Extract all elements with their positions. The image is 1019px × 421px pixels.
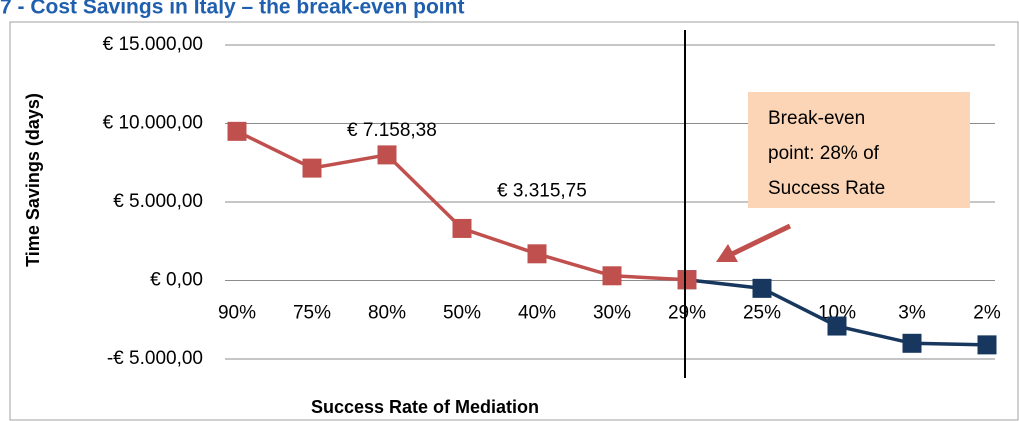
- x-axis-title: Success Rate of Mediation: [311, 397, 539, 417]
- y-axis-title: Time Savings (days): [23, 93, 43, 267]
- annotation-box: [748, 92, 970, 208]
- x-tick-label: 2%: [973, 303, 1001, 324]
- y-tick-label: € 10.000,00: [103, 113, 203, 134]
- x-tick-label: 30%: [593, 303, 631, 324]
- marker: [227, 121, 247, 141]
- marker: [902, 333, 922, 353]
- marker: [452, 218, 472, 238]
- chart-title: 7 - Cost Savings in Italy – the break-ev…: [0, 0, 464, 19]
- x-tick-label: 75%: [293, 303, 331, 324]
- x-tick-label: 29%: [668, 303, 706, 324]
- marker: [602, 266, 622, 286]
- x-tick-label: 3%: [898, 303, 926, 324]
- marker: [977, 335, 997, 355]
- annotation-line: point: 28% of: [768, 143, 880, 164]
- annotation-line: Success Rate: [768, 178, 885, 199]
- marker: [302, 158, 322, 178]
- x-tick-label: 80%: [368, 303, 406, 324]
- x-tick-label: 90%: [218, 303, 256, 324]
- annotation-arrowhead: [716, 244, 738, 262]
- marker: [527, 244, 547, 264]
- x-tick-label: 25%: [743, 303, 781, 324]
- x-tick-label: 50%: [443, 303, 481, 324]
- marker: [827, 316, 847, 336]
- annotation-line: Break-even: [768, 108, 865, 129]
- x-tick-label: 40%: [518, 303, 556, 324]
- marker: [377, 145, 397, 165]
- marker: [677, 270, 697, 290]
- data-label: € 7.158,38: [347, 120, 437, 141]
- data-label: € 3.315,75: [497, 180, 587, 201]
- marker: [752, 278, 772, 298]
- chart-frame: [9, 21, 1019, 421]
- y-tick-label: € 5.000,00: [113, 191, 203, 212]
- y-tick-label: -€ 5.000,00: [107, 348, 203, 369]
- annotation-arrow: [730, 223, 792, 257]
- plot: -€ 5.000,00 € 0,00 € 5.000,00 € 10.000,00 € …: [103, 34, 1001, 369]
- y-tick-label: € 0,00: [150, 270, 203, 291]
- y-tick-label: € 15.000,00: [103, 34, 203, 55]
